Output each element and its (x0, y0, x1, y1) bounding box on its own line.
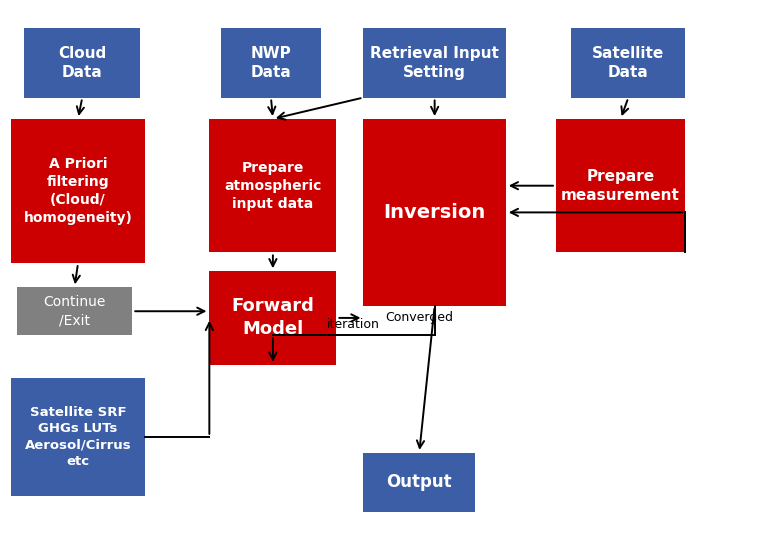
FancyBboxPatch shape (363, 119, 506, 306)
Text: Inversion: Inversion (383, 203, 485, 222)
FancyBboxPatch shape (11, 378, 145, 496)
Text: Satellite SRF
GHGs LUTs
Aerosol/Cirrus
etc: Satellite SRF GHGs LUTs Aerosol/Cirrus e… (25, 405, 131, 468)
FancyBboxPatch shape (571, 28, 686, 98)
Text: A Priori
filtering
(Cloud/
homogeneity): A Priori filtering (Cloud/ homogeneity) (24, 157, 132, 225)
FancyBboxPatch shape (221, 28, 321, 98)
FancyBboxPatch shape (25, 28, 140, 98)
FancyBboxPatch shape (209, 271, 336, 365)
Text: Output: Output (386, 473, 452, 491)
FancyBboxPatch shape (209, 119, 336, 252)
FancyBboxPatch shape (17, 287, 132, 335)
FancyBboxPatch shape (11, 119, 145, 263)
Text: Cloud
Data: Cloud Data (58, 46, 107, 80)
Text: iteration: iteration (327, 318, 380, 331)
Text: Satellite
Data: Satellite Data (592, 46, 665, 80)
FancyBboxPatch shape (363, 453, 475, 512)
Text: Converged: Converged (385, 311, 453, 324)
Text: Prepare
measurement: Prepare measurement (561, 169, 680, 203)
Text: NWP
Data: NWP Data (250, 46, 291, 80)
Text: Continue
/Exit: Continue /Exit (43, 295, 106, 327)
FancyBboxPatch shape (363, 28, 506, 98)
Text: Forward
Model: Forward Model (231, 297, 315, 338)
FancyBboxPatch shape (556, 119, 686, 252)
Text: Prepare
atmospheric
input data: Prepare atmospheric input data (224, 161, 322, 211)
Text: Retrieval Input
Setting: Retrieval Input Setting (370, 46, 499, 80)
